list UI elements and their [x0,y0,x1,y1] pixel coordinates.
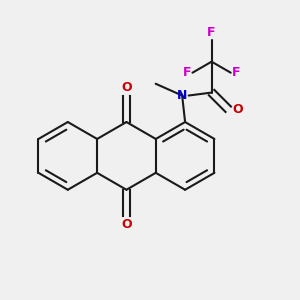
Text: O: O [233,103,243,116]
Text: F: F [232,66,241,79]
Text: F: F [182,66,191,79]
Text: N: N [177,89,187,102]
Text: O: O [121,81,132,94]
Text: O: O [121,218,132,231]
Text: F: F [207,26,216,39]
